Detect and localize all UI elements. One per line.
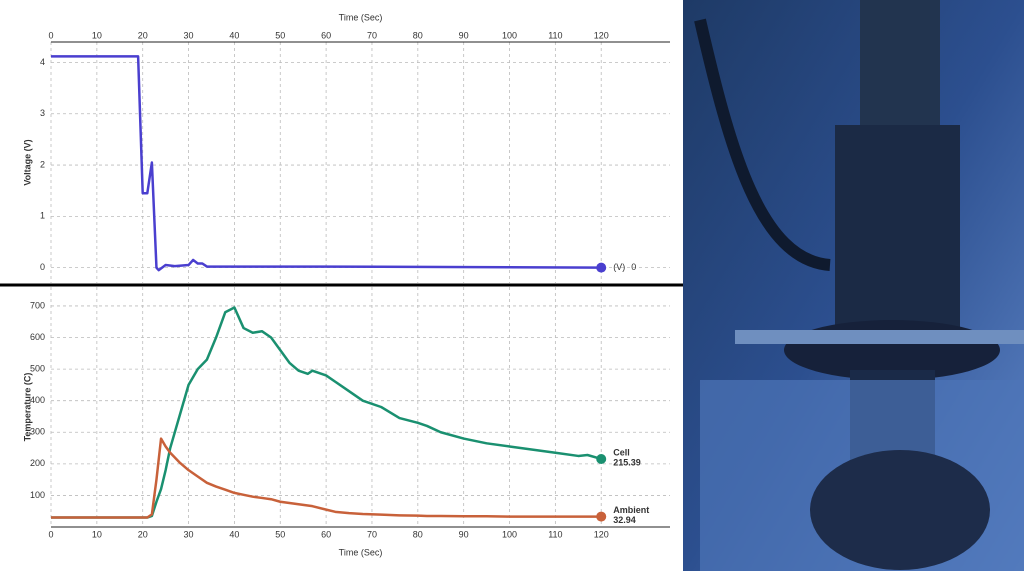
x-tick-label: 40: [229, 30, 239, 40]
x-tick-label: 10: [92, 30, 102, 40]
x-tick-label: 50: [275, 30, 285, 40]
x-tick-label: 100: [502, 529, 517, 539]
legend-label: Ambient: [613, 505, 649, 515]
photo: [683, 0, 1024, 571]
x-tick-label: 70: [367, 30, 377, 40]
x-tick-label: 30: [184, 30, 194, 40]
y-tick-label: 300: [30, 427, 45, 437]
y-tick-label: 200: [30, 458, 45, 468]
legend-label: (V): [613, 262, 625, 272]
x-tick-label: 90: [459, 529, 469, 539]
y-tick-label: 4: [40, 57, 45, 67]
x-axis-title: Time (Sec): [339, 12, 383, 22]
end-value: 215.39: [613, 457, 641, 467]
y-tick-label: 1: [40, 211, 45, 221]
x-tick-label: 80: [413, 30, 423, 40]
end-marker: [596, 511, 607, 522]
y-tick-label: 500: [30, 363, 45, 373]
y-axis-title: Voltage (V): [22, 139, 32, 185]
end-marker: [596, 453, 607, 464]
x-tick-label: 80: [413, 529, 423, 539]
x-tick-label: 110: [548, 30, 562, 40]
data-line: [51, 306, 602, 519]
y-axis-title: Temperature (C): [22, 373, 32, 442]
x-tick-label: 0: [48, 30, 53, 40]
x-tick-label: 110: [548, 529, 562, 539]
data-line: [51, 437, 602, 519]
x-tick-label: 40: [229, 529, 239, 539]
x-tick-label: 90: [459, 30, 469, 40]
x-tick-label: 120: [594, 30, 609, 40]
x-tick-label: 50: [275, 529, 285, 539]
y-tick-label: 400: [30, 395, 45, 405]
y-tick-label: 700: [30, 300, 45, 310]
x-tick-label: 100: [502, 30, 517, 40]
y-tick-label: 2: [40, 159, 45, 169]
end-value: 0: [631, 262, 636, 272]
x-tick-label: 20: [138, 529, 148, 539]
x-tick-label: 70: [367, 529, 377, 539]
x-tick-label: 60: [321, 529, 331, 539]
x-tick-label: 10: [92, 529, 102, 539]
y-tick-label: 600: [30, 332, 45, 342]
y-tick-label: 0: [40, 262, 45, 272]
end-value: 32.94: [613, 515, 636, 525]
y-tick-label: 100: [30, 490, 45, 500]
x-tick-label: 0: [48, 529, 53, 539]
x-tick-label: 20: [138, 30, 148, 40]
x-axis-title: Time (Sec): [339, 547, 383, 557]
legend-label: Cell: [613, 447, 630, 457]
data-line: [51, 55, 602, 272]
end-marker: [596, 262, 607, 273]
x-tick-label: 120: [594, 529, 609, 539]
y-tick-label: 3: [40, 108, 45, 118]
x-tick-label: 60: [321, 30, 331, 40]
x-tick-label: 30: [184, 529, 194, 539]
